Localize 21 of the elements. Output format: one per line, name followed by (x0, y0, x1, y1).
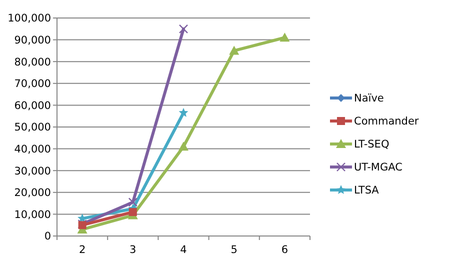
y-tick-label: 20,000 (14, 187, 51, 200)
y-tick-label: 90,000 (14, 34, 51, 46)
y-tick-label: 50,000 (14, 122, 51, 134)
x-tick-label: 3 (130, 244, 136, 256)
y-tick-label: 70,000 (14, 78, 51, 90)
y-tick-label: 80,000 (14, 56, 51, 68)
legend-label: LTSA (354, 184, 380, 197)
y-tick-label: 60,000 (14, 100, 51, 112)
y-tick-label: 10,000 (14, 208, 51, 221)
y-tick-label: 30,000 (14, 165, 51, 178)
y-tick-label: 100,000 (8, 12, 51, 25)
legend-label: Commander (354, 116, 420, 128)
legend-label: LT-SEQ (354, 138, 390, 151)
legend-label: Naïve (354, 92, 384, 105)
x-tick-label: 2 (78, 244, 86, 256)
y-tick-label: 0 (44, 230, 51, 243)
x-tick-label: 4 (180, 244, 188, 256)
legend-label: UT-MGAC (354, 162, 402, 174)
y-tick-label: 40,000 (14, 143, 51, 156)
x-tick-label: 5 (230, 244, 238, 256)
x-tick-label: 6 (281, 244, 288, 256)
